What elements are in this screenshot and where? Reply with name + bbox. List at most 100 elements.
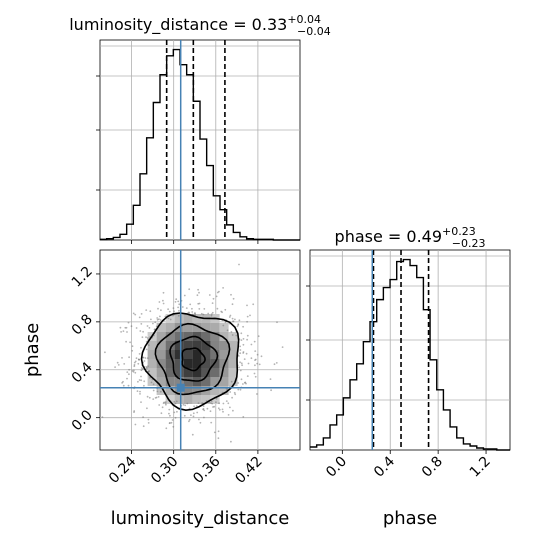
scatter-point: [242, 343, 245, 346]
contour-line: [154, 322, 231, 396]
scatter-point: [243, 358, 246, 360]
scatter-point: [156, 317, 159, 319]
scatter-point: [216, 307, 219, 310]
scatter-point: [146, 325, 149, 327]
scatter-point: [221, 408, 224, 411]
density-cell: [210, 332, 220, 341]
scatter-point: [201, 402, 203, 405]
scatter-point: [215, 295, 218, 298]
scatter-point: [232, 320, 235, 323]
density-cell: [174, 332, 184, 341]
scatter-point: [176, 410, 178, 413]
density-cell: [174, 368, 184, 377]
scatter-point: [226, 329, 229, 332]
scatter-point: [130, 325, 133, 328]
scatter-point: [165, 427, 168, 430]
scatter-point: [142, 330, 145, 333]
scatter-point: [240, 332, 243, 335]
scatter-point: [202, 408, 205, 411]
scatter-point: [138, 353, 141, 355]
scatter-point: [229, 314, 232, 317]
scatter-point: [154, 321, 157, 324]
x-tick-label: 1.2: [467, 454, 494, 481]
scatter-point: [230, 293, 232, 296]
x-tick-label: 0.4: [371, 453, 398, 480]
scatter-point: [152, 389, 155, 392]
scatter-point: [168, 408, 171, 411]
density-cell: [219, 341, 229, 350]
density-cell: [219, 368, 229, 377]
scatter-point: [174, 416, 177, 419]
scatter-point: [181, 306, 184, 308]
scatter-point: [191, 433, 194, 436]
scatter-point: [121, 382, 123, 384]
scatter-point: [165, 403, 167, 406]
scatter-point: [222, 324, 225, 327]
scatter-point: [234, 318, 236, 321]
scatter-point: [237, 382, 240, 384]
scatter-point: [211, 311, 214, 314]
scatter-point: [169, 318, 172, 321]
contour-line: [169, 335, 219, 382]
scatter-point: [188, 288, 191, 291]
quantile-lines: [165, 40, 226, 240]
scatter-point: [140, 313, 143, 315]
x-tick-label: 0.36: [190, 453, 223, 486]
scatter-point: [122, 330, 125, 332]
scatter-point: [239, 345, 242, 348]
scatter-point: [222, 287, 225, 289]
scatter-point: [140, 375, 142, 378]
scatter-point: [136, 390, 139, 392]
scatter-point: [146, 337, 149, 339]
scatter-point: [231, 317, 234, 320]
scatter-point: [254, 350, 257, 352]
scatter-point: [156, 390, 159, 393]
scatter-point: [194, 312, 196, 315]
scatter-point: [242, 351, 245, 353]
density-cell: [174, 341, 184, 350]
scatter-point: [256, 353, 259, 356]
scatter-point: [147, 344, 150, 347]
scatter-point: [256, 362, 259, 365]
scatter-point: [149, 376, 151, 379]
title-lower-error: −0.23: [452, 237, 486, 250]
scatter-point: [210, 402, 212, 404]
scatter-point: [238, 319, 241, 322]
density-cell: [156, 323, 166, 332]
scatter-point: [240, 378, 243, 381]
scatter-point: [119, 326, 122, 329]
density-cell: [165, 377, 175, 386]
scatter-point: [164, 315, 167, 318]
density-cell: [165, 395, 175, 404]
scatter-point: [231, 334, 234, 336]
scatter-point: [239, 352, 242, 355]
title-upper-error: +0.04: [287, 13, 321, 26]
scatter-point: [150, 381, 153, 384]
scatter-point: [194, 313, 197, 316]
scatter-point: [139, 330, 142, 332]
scatter-point: [177, 300, 180, 303]
scatter-point: [240, 339, 243, 341]
scatter-point: [198, 418, 200, 421]
scatter-point: [222, 402, 225, 405]
scatter-point: [158, 404, 161, 406]
scatter-point: [203, 308, 206, 310]
scatter-point: [188, 418, 191, 421]
scatter-point: [254, 358, 257, 361]
scatter-point: [104, 351, 106, 354]
scatter-point: [227, 402, 230, 405]
scatter-point: [210, 314, 213, 317]
density-cell: [183, 314, 193, 323]
scatter-point: [211, 302, 214, 304]
scatter-point: [250, 343, 253, 346]
title-main: luminosity_distance = 0.33: [69, 15, 287, 35]
scatter-point: [188, 420, 190, 423]
scatter-point: [158, 301, 161, 303]
density-cell: [219, 350, 229, 359]
scatter-point: [230, 440, 232, 443]
scatter-point: [227, 414, 230, 416]
scatter-point: [142, 416, 145, 418]
scatter-point: [116, 361, 119, 364]
scatter-point: [196, 294, 199, 297]
scatter-point: [127, 384, 130, 387]
